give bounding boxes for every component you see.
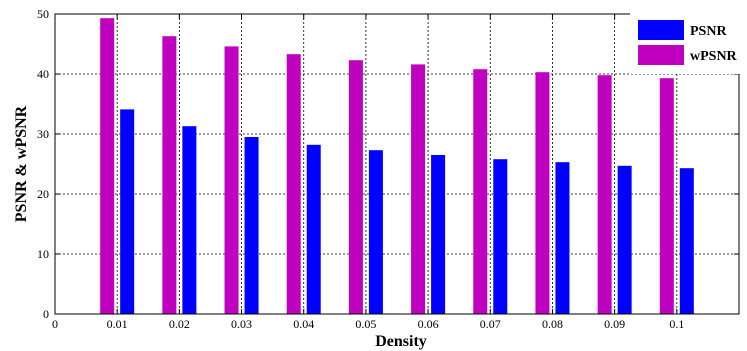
x-axis-title: Density [375, 333, 427, 350]
y-tick-label: 30 [37, 127, 49, 141]
bar-wpsnr [411, 64, 426, 315]
bar-psnr [182, 126, 197, 314]
bar-psnr [368, 150, 383, 314]
legend-swatch-wpsnr [638, 45, 684, 65]
y-tick-label: 20 [37, 187, 49, 201]
legend-swatch-psnr [638, 20, 684, 40]
legend-label-wpsnr: wPSNR [690, 49, 738, 64]
bar-psnr [493, 159, 508, 314]
bar-wpsnr [286, 54, 301, 314]
x-tick-label: 0.06 [418, 317, 439, 331]
bar-psnr [120, 109, 135, 315]
x-tick-label: 0.03 [231, 317, 252, 331]
x-tick-label: 0 [52, 317, 58, 331]
bar-wpsnr [597, 75, 612, 314]
bar-wpsnr [348, 60, 363, 315]
bar-psnr [244, 137, 259, 314]
bar-wpsnr [659, 78, 674, 314]
x-tick-label: 0.07 [480, 317, 501, 331]
plot-frame [54, 13, 740, 315]
bar-psnr [617, 165, 632, 314]
bar-psnr [306, 144, 321, 314]
x-tick-label: 0.01 [107, 317, 128, 331]
bar-wpsnr [535, 72, 550, 314]
bar-psnr [679, 168, 694, 314]
y-axis-title: PSNR & wPSNR [13, 105, 30, 222]
x-tick-label: 0.05 [355, 317, 376, 331]
bar-wpsnr [473, 69, 488, 314]
x-tick-label: 0.09 [604, 317, 625, 331]
x-tick-label: 0.1 [669, 317, 684, 331]
bar-psnr [431, 155, 446, 314]
y-tick-label: 40 [37, 67, 49, 81]
x-tick-label: 0.02 [169, 317, 190, 331]
bar-wpsnr [224, 46, 239, 315]
bar-wpsnr [100, 18, 115, 314]
y-tick-label: 10 [37, 247, 49, 261]
x-tick-label: 0.04 [293, 317, 314, 331]
y-tick-label: 0 [43, 307, 49, 321]
legend-label-psnr: PSNR [690, 24, 727, 39]
axis-ticks: 0 10 20 30 40 50 0 0.01 0.02 0.03 0.04 0.05 0.06 0.07… [37, 7, 739, 331]
bar-psnr [555, 162, 570, 314]
y-tick-label: 50 [37, 7, 49, 21]
bars [100, 18, 694, 315]
legend: PSNR wPSNR [630, 12, 740, 74]
bar-wpsnr [162, 36, 177, 314]
x-tick-label: 0.08 [542, 317, 563, 331]
